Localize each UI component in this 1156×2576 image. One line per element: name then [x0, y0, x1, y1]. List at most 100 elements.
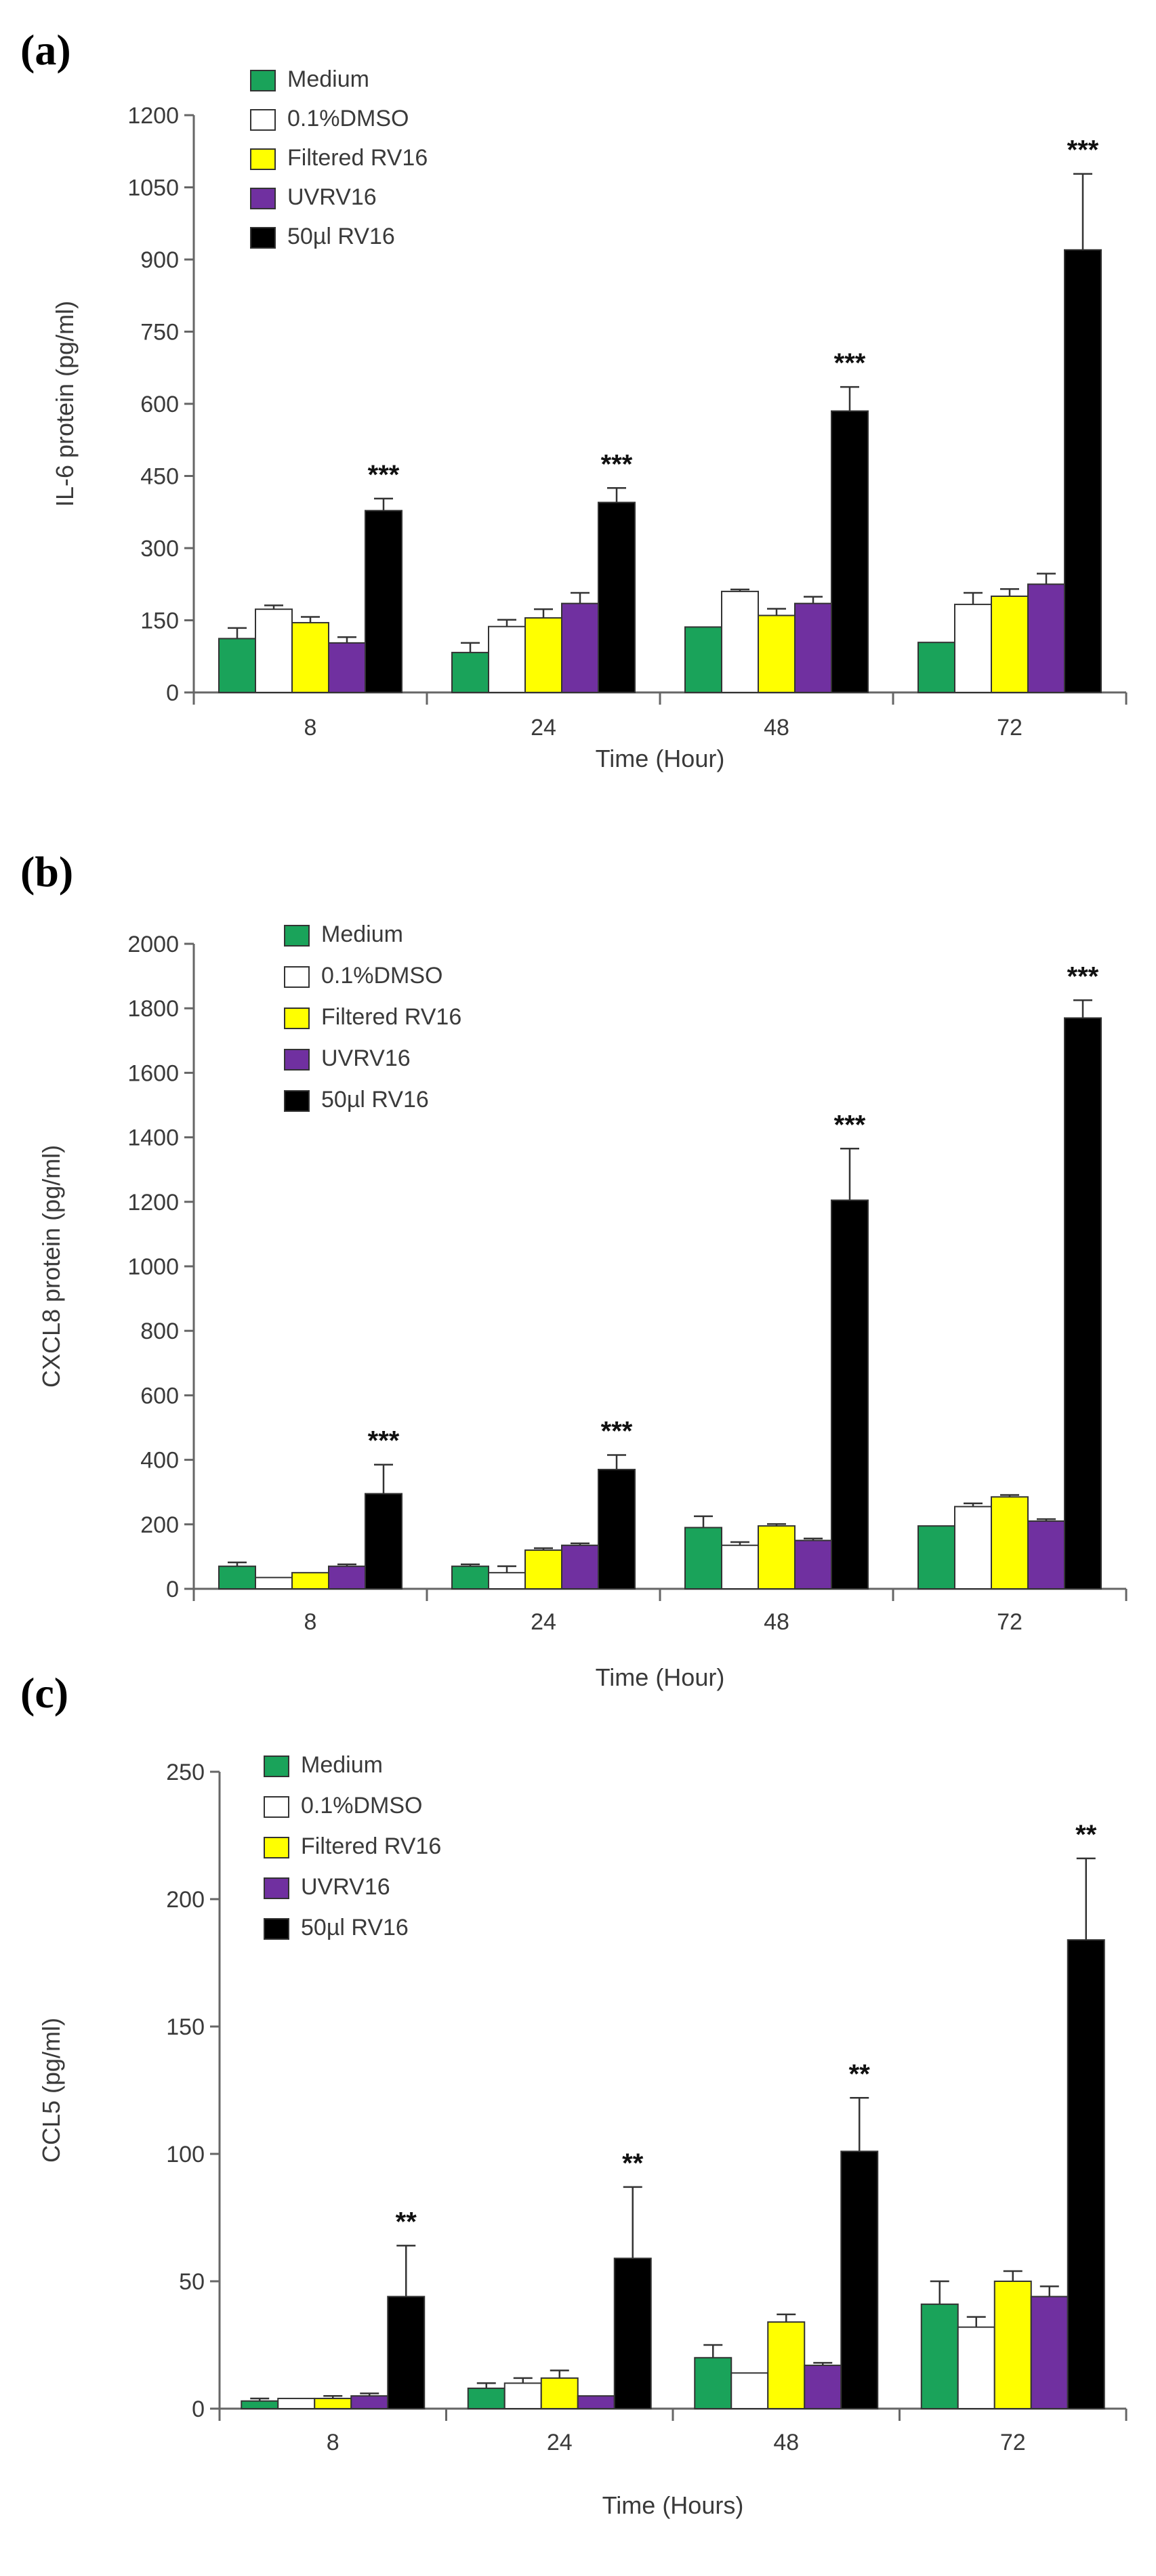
y-tick-label: 1600 — [127, 1060, 179, 1086]
bar — [794, 1539, 832, 1590]
legend-swatch — [250, 227, 276, 249]
bar — [917, 642, 955, 693]
y-tick-label: 200 — [166, 1887, 205, 1913]
legend-label: Medium — [287, 66, 369, 92]
x-tick-label: 24 — [531, 1609, 556, 1635]
bar — [840, 2151, 879, 2409]
y-tick-label: 1400 — [127, 1125, 179, 1151]
legend-label: 50µl RV16 — [301, 1915, 409, 1940]
bar — [561, 1544, 599, 1590]
legend-label: 50µl RV16 — [321, 1087, 429, 1113]
bar — [991, 596, 1029, 693]
bar — [721, 1544, 759, 1590]
bar — [758, 615, 796, 694]
legend-label: UVRV16 — [287, 184, 377, 210]
legend-label: Filtered RV16 — [301, 1833, 441, 1859]
y-tick-label: 300 — [140, 536, 179, 562]
bar — [920, 2303, 959, 2410]
bar — [451, 1565, 489, 1590]
y-tick-label: 600 — [140, 1383, 179, 1409]
bar — [831, 410, 869, 694]
legend-swatch — [264, 1837, 289, 1858]
x-tick-label: 48 — [764, 715, 789, 741]
y-axis-title: CXCL8 protein (pg/ml) — [37, 1145, 65, 1388]
bar — [328, 1565, 366, 1590]
bar — [831, 1199, 869, 1590]
bar — [767, 2321, 806, 2409]
y-axis-title: CCL5 (pg/ml) — [37, 2018, 65, 2163]
bar — [524, 617, 562, 694]
bar — [451, 652, 489, 694]
legend-swatch — [250, 109, 276, 131]
significance-label: *** — [1067, 961, 1099, 991]
y-tick-label: 1200 — [127, 103, 179, 129]
x-tick-label: 72 — [997, 715, 1023, 741]
y-tick-label: 50 — [179, 2269, 205, 2295]
y-tick-label: 1200 — [127, 1190, 179, 1216]
legend-label: 0.1%DMSO — [301, 1793, 423, 1819]
legend-label: Medium — [321, 921, 403, 947]
significance-label: ** — [396, 2207, 417, 2237]
bar — [1027, 1520, 1065, 1590]
bar — [721, 590, 759, 694]
bar — [561, 602, 599, 694]
bar — [993, 2281, 1032, 2409]
y-tick-label: 900 — [140, 247, 179, 273]
bar — [467, 2387, 505, 2409]
bar — [255, 608, 293, 693]
bar — [730, 2372, 769, 2410]
bar — [350, 2395, 389, 2409]
legend-swatch — [284, 966, 310, 988]
legend-label: Filtered RV16 — [287, 145, 428, 171]
significance-label: *** — [601, 1416, 633, 1446]
bar — [804, 2365, 842, 2410]
x-axis-title: Time (Hours) — [602, 2491, 744, 2519]
legend-label: 0.1%DMSO — [321, 963, 443, 989]
panel-label: (c) — [20, 1669, 68, 1717]
y-tick-label: 1800 — [127, 996, 179, 1022]
significance-label: ** — [622, 2148, 644, 2178]
legend-swatch — [284, 925, 310, 947]
legend-swatch — [284, 1007, 310, 1029]
significance-label: *** — [368, 1426, 400, 1456]
significance-label: ** — [1075, 1820, 1097, 1850]
legend-label: Filtered RV16 — [321, 1004, 461, 1030]
bar — [1064, 249, 1102, 693]
bar — [277, 2397, 316, 2409]
legend-label: 0.1%DMSO — [287, 106, 409, 131]
bar — [314, 2397, 352, 2409]
bar — [524, 1549, 562, 1590]
legend-swatch — [264, 1756, 289, 1777]
y-tick-label: 150 — [140, 608, 179, 634]
bar — [365, 1493, 402, 1590]
significance-label: *** — [368, 460, 400, 490]
x-tick-label: 48 — [773, 2430, 799, 2455]
bar — [598, 501, 636, 693]
y-tick-label: 600 — [140, 392, 179, 417]
x-tick-label: 24 — [547, 2430, 573, 2455]
x-tick-label: 8 — [304, 1609, 317, 1635]
y-axis-title: IL-6 protein (pg/ml) — [51, 301, 79, 507]
y-tick-label: 750 — [140, 320, 179, 346]
bar — [387, 2295, 426, 2410]
legend-swatch — [250, 70, 276, 91]
significance-label: *** — [601, 449, 633, 479]
bar — [291, 622, 329, 693]
x-tick-label: 72 — [997, 1609, 1023, 1635]
legend-swatch — [264, 1918, 289, 1940]
y-tick-label: 800 — [140, 1318, 179, 1344]
legend-swatch — [264, 1796, 289, 1818]
bar — [488, 625, 526, 693]
bar — [577, 2395, 615, 2409]
bar — [1030, 2295, 1069, 2410]
bar — [957, 2326, 995, 2409]
legend-swatch — [250, 148, 276, 170]
bar — [291, 1572, 329, 1590]
bar — [613, 2258, 652, 2409]
significance-label: *** — [834, 1110, 866, 1140]
x-axis-title: Time (Hour) — [596, 1663, 725, 1691]
legend-label: UVRV16 — [321, 1045, 411, 1071]
x-tick-label: 24 — [531, 715, 556, 741]
bar — [503, 2382, 542, 2409]
